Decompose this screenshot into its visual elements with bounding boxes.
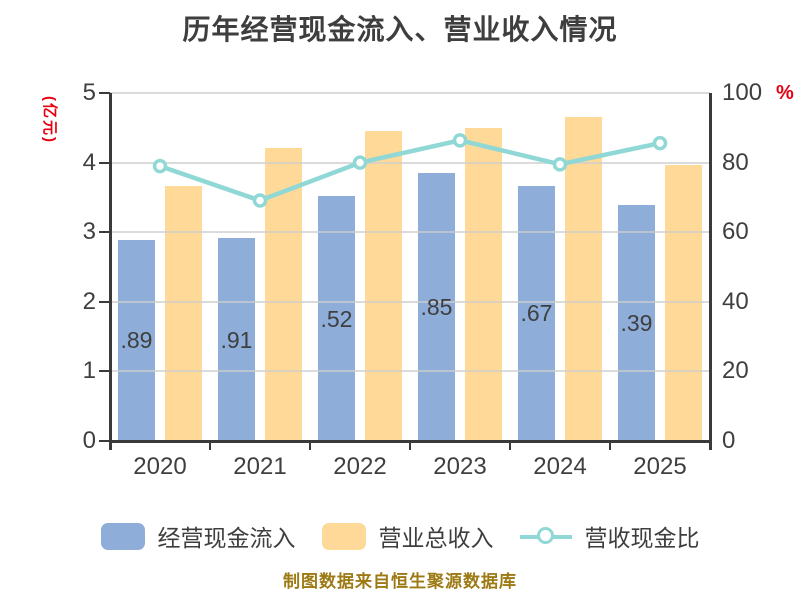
x-axis-category-label: 2023 xyxy=(433,453,487,480)
x-axis-tick xyxy=(309,441,311,450)
total-revenue-bar[interactable] xyxy=(365,131,402,441)
cash-inflow-bar[interactable] xyxy=(318,196,355,441)
right-axis-tick-label: 20 xyxy=(722,357,749,385)
left-axis-tick xyxy=(99,92,110,94)
x-axis-tick xyxy=(709,441,711,450)
left-axis-tick xyxy=(99,161,110,164)
right-axis-tick-label: 0 xyxy=(722,427,736,454)
left-axis-tick-label: 0 xyxy=(82,427,96,454)
total-revenue-bar[interactable] xyxy=(265,147,302,441)
cash-inflow-bar[interactable] xyxy=(218,238,255,441)
right-axis-tick-label: 80 xyxy=(722,148,749,176)
right-axis-tick-label: 40 xyxy=(722,287,749,315)
data-source-note: 制图数据来自恒生聚源数据库 xyxy=(283,572,517,591)
legend-item-cash-ratio[interactable]: 营收现金比 xyxy=(519,519,700,553)
grid-line xyxy=(110,300,710,303)
left-axis-line xyxy=(108,93,112,450)
cash-ratio-line-swatch xyxy=(519,523,572,550)
cash-ratio-marker[interactable] xyxy=(652,135,668,151)
right-axis-unit-label: % xyxy=(776,82,794,104)
left-axis-tick xyxy=(99,231,110,234)
cash-inflow-bar-label: .52 xyxy=(320,305,353,332)
legend-item-total-revenue[interactable]: 营业总收入 xyxy=(321,519,494,553)
cash-inflow-bar-label: .39 xyxy=(620,310,653,337)
cash-inflow-bar[interactable] xyxy=(618,205,655,441)
chart-legend: 经营现金流入 营业总收入 营收现金比 xyxy=(0,519,800,553)
left-axis-tick-label: 3 xyxy=(82,218,96,246)
cash-inflow-bar-label: .85 xyxy=(420,294,453,321)
total-revenue-bar[interactable] xyxy=(165,185,202,441)
cash-inflow-bar-label: .91 xyxy=(220,326,253,353)
right-axis-tick-label: 60 xyxy=(722,218,749,246)
left-axis-tick xyxy=(99,370,110,373)
total-revenue-bar[interactable] xyxy=(565,117,602,441)
cash-inflow-bar[interactable] xyxy=(118,239,155,441)
total-revenue-bar[interactable] xyxy=(665,165,702,441)
grid-line xyxy=(110,92,710,94)
x-axis-category-label: 2020 xyxy=(133,453,187,480)
legend-label-cash-ratio: 营收现金比 xyxy=(584,525,700,551)
x-axis-category-label: 2021 xyxy=(233,453,287,480)
cash-ratio-marker-icon xyxy=(536,526,554,544)
left-axis-tick-label: 2 xyxy=(82,287,96,315)
cash-inflow-swatch xyxy=(100,522,145,550)
legend-item-cash-inflow[interactable]: 经营现金流入 xyxy=(100,519,296,553)
x-axis-category-label: 2025 xyxy=(633,453,687,480)
left-axis-tick-label: 4 xyxy=(82,148,96,176)
left-axis-tick-label: 5 xyxy=(82,79,96,106)
right-axis-line xyxy=(708,93,712,450)
cash-ratio-marker[interactable] xyxy=(452,133,468,148)
grid-line xyxy=(110,231,710,234)
legend-label-total-revenue: 营业总收入 xyxy=(378,525,494,551)
cash-ratio-marker[interactable] xyxy=(252,193,268,208)
x-axis-tick xyxy=(109,441,111,450)
right-axis-tick-label: 100 xyxy=(722,79,763,106)
chart-title: 历年经营现金流入、营业收入情况 xyxy=(182,14,618,45)
cash-inflow-bar[interactable] xyxy=(418,173,455,441)
x-axis-tick xyxy=(609,441,611,450)
grid-line xyxy=(110,370,710,373)
grid-line xyxy=(110,161,710,164)
total-revenue-bar[interactable] xyxy=(465,128,502,441)
total-revenue-swatch xyxy=(321,522,366,550)
cash-inflow-bar-label: .89 xyxy=(120,327,153,354)
x-axis-tick xyxy=(509,441,511,450)
x-axis-category-label: 2024 xyxy=(533,453,587,480)
left-axis-tick-label: 1 xyxy=(82,357,96,385)
cash-inflow-bar[interactable] xyxy=(518,185,555,441)
x-axis-tick xyxy=(209,441,211,450)
left-axis-tick xyxy=(99,300,110,303)
cash-ratio-marker[interactable] xyxy=(552,157,568,172)
left-axis-tick xyxy=(99,440,110,442)
cash-inflow-bar-label: .67 xyxy=(520,300,553,327)
x-axis-category-label: 2022 xyxy=(333,453,387,480)
x-axis-tick xyxy=(409,441,411,450)
legend-label-cash-inflow: 经营现金流入 xyxy=(157,525,296,551)
